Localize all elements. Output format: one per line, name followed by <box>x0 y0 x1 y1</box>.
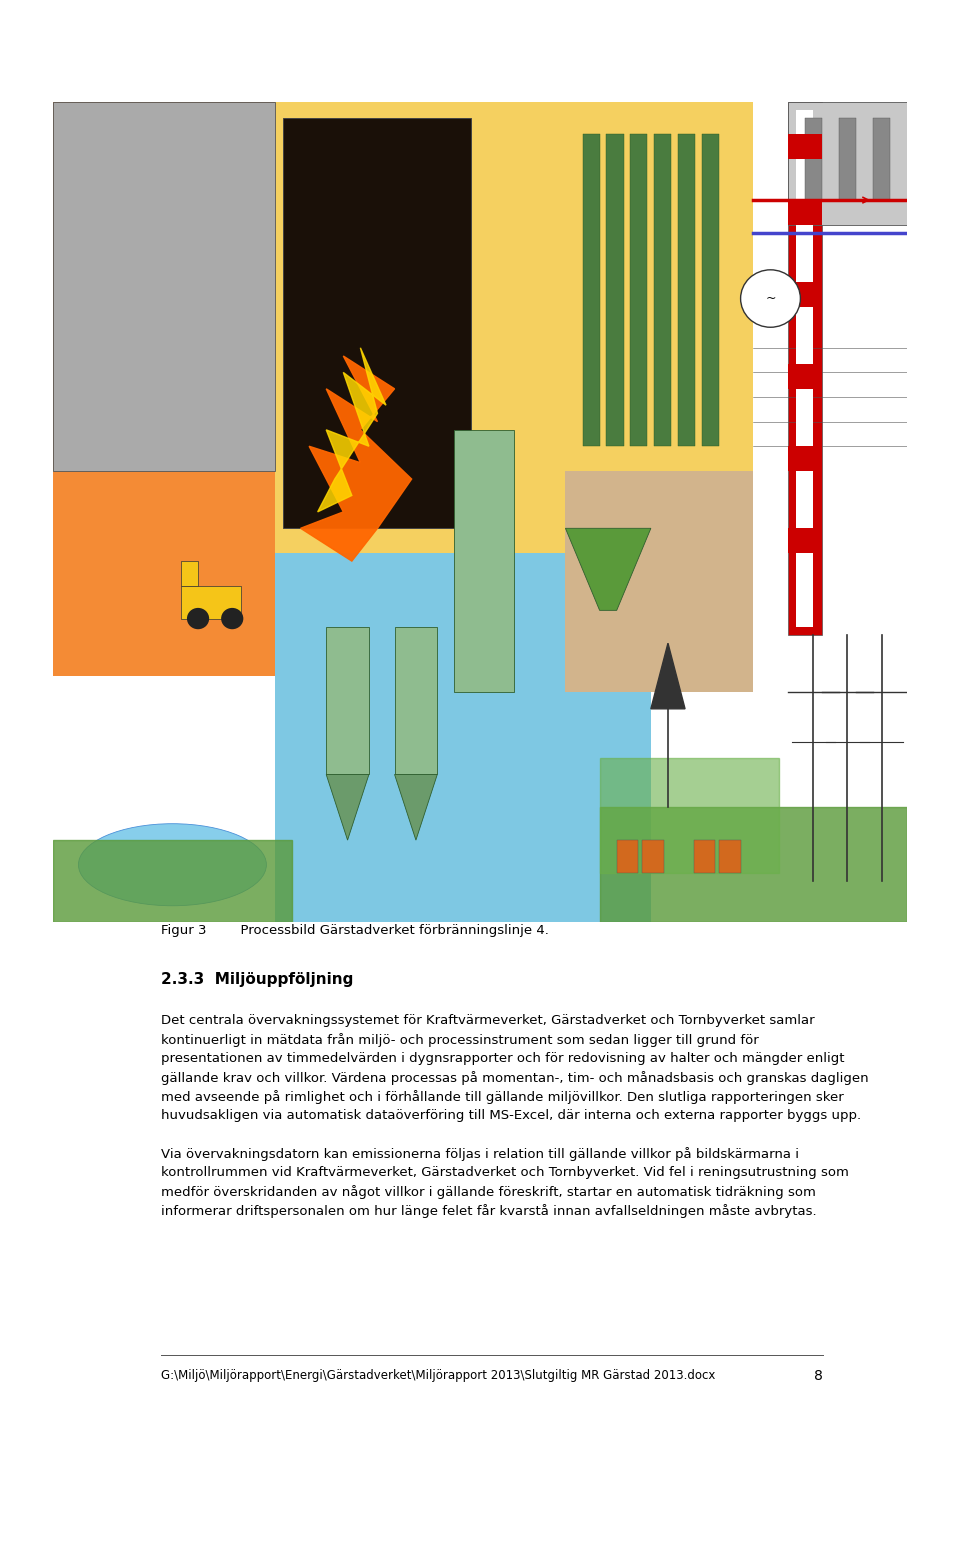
Text: med avseende på rimlighet och i förhållande till gällande miljövillkor. Den slut: med avseende på rimlighet och i förhålla… <box>161 1091 844 1105</box>
Polygon shape <box>180 586 241 619</box>
Circle shape <box>766 64 792 89</box>
Circle shape <box>187 608 209 630</box>
FancyBboxPatch shape <box>565 349 754 692</box>
Ellipse shape <box>79 824 266 905</box>
Text: gällande krav och villkor. Värdena processas på momentan-, tim- och månadsbasis : gällande krav och villkor. Värdena proce… <box>161 1071 869 1085</box>
Circle shape <box>789 45 821 75</box>
FancyBboxPatch shape <box>787 447 822 470</box>
Polygon shape <box>326 775 369 841</box>
Polygon shape <box>395 775 438 841</box>
FancyBboxPatch shape <box>53 102 522 675</box>
FancyBboxPatch shape <box>804 119 822 200</box>
Circle shape <box>436 42 456 63</box>
Text: G:\Miljö\Miljörapport\Energi\Gärstadverket\Miljörapport 2013\Slutgiltig MR Gärst: G:\Miljö\Miljörapport\Energi\Gärstadverk… <box>161 1369 715 1382</box>
Text: presentationen av timmedelvärden i dygnsrapporter och för redovisning av halter : presentationen av timmedelvärden i dygns… <box>161 1052 845 1066</box>
Text: 8: 8 <box>814 1369 823 1383</box>
Text: kontrollrummen vid Kraftvärmeverket, Gärstadverket och Tornbyverket. Vid fel i r: kontrollrummen vid Kraftvärmeverket, Gär… <box>161 1166 849 1180</box>
FancyBboxPatch shape <box>796 109 813 627</box>
FancyBboxPatch shape <box>607 134 624 447</box>
FancyBboxPatch shape <box>583 134 600 447</box>
Polygon shape <box>651 644 685 710</box>
Text: ~: ~ <box>765 292 776 305</box>
FancyBboxPatch shape <box>787 364 822 389</box>
FancyBboxPatch shape <box>275 102 651 675</box>
FancyBboxPatch shape <box>678 134 695 447</box>
FancyBboxPatch shape <box>326 627 369 775</box>
FancyBboxPatch shape <box>283 119 471 528</box>
Polygon shape <box>300 356 412 561</box>
FancyBboxPatch shape <box>642 841 663 872</box>
FancyBboxPatch shape <box>873 119 890 200</box>
FancyBboxPatch shape <box>275 553 651 922</box>
FancyBboxPatch shape <box>787 102 822 635</box>
Circle shape <box>221 608 243 630</box>
Text: Det centrala övervakningssystemet för Kraftvärmeverket, Gärstadverket och Tornby: Det centrala övervakningssystemet för Kr… <box>161 1014 814 1027</box>
FancyBboxPatch shape <box>53 102 275 470</box>
Text: Miljörapport Gärstadverket 2013: Miljörapport Gärstadverket 2013 <box>383 234 601 247</box>
FancyBboxPatch shape <box>719 841 740 872</box>
Circle shape <box>818 64 843 89</box>
Text: informerar driftspersonalen om hur länge felet får kvarstå innan avfallseldninge: informerar driftspersonalen om hur länge… <box>161 1205 817 1219</box>
FancyBboxPatch shape <box>787 281 822 306</box>
Polygon shape <box>600 807 907 922</box>
FancyBboxPatch shape <box>693 841 715 872</box>
Circle shape <box>740 270 801 327</box>
Text: Via övervakningsdatorn kan emissionerna följas i relation till gällande villkor : Via övervakningsdatorn kan emissionerna … <box>161 1147 799 1161</box>
Polygon shape <box>565 528 651 611</box>
FancyBboxPatch shape <box>702 134 719 447</box>
Text: medför överskridanden av något villkor i gällande föreskrift, startar en automat: medför överskridanden av något villkor i… <box>161 1185 816 1199</box>
Text: Figur 3        Processbild Gärstadverket förbränningslinje 4.: Figur 3 Processbild Gärstadverket förbrä… <box>161 924 549 938</box>
FancyBboxPatch shape <box>395 627 438 775</box>
FancyBboxPatch shape <box>565 102 754 470</box>
FancyBboxPatch shape <box>655 134 671 447</box>
FancyBboxPatch shape <box>616 841 638 872</box>
Text: 2.3.3  Miljöuppföljning: 2.3.3 Miljöuppföljning <box>161 972 353 988</box>
FancyBboxPatch shape <box>839 119 856 200</box>
Text: huvudsakligen via automatisk dataöverföring till MS-Excel, där interna och exter: huvudsakligen via automatisk dataöverför… <box>161 1110 861 1122</box>
Text: Tekniska verken i Linköping AB (publ): Tekniska verken i Linköping AB (publ) <box>368 219 616 231</box>
FancyBboxPatch shape <box>787 528 822 553</box>
FancyBboxPatch shape <box>631 134 647 447</box>
Text: kontinuerligt in mätdata från miljö- och processinstrument som sedan ligger till: kontinuerligt in mätdata från miljö- och… <box>161 1033 758 1047</box>
Polygon shape <box>53 841 292 922</box>
FancyBboxPatch shape <box>787 200 822 225</box>
FancyBboxPatch shape <box>454 430 515 692</box>
Polygon shape <box>318 349 386 513</box>
Polygon shape <box>600 758 780 872</box>
FancyBboxPatch shape <box>787 102 907 225</box>
FancyBboxPatch shape <box>787 134 822 159</box>
Polygon shape <box>180 561 198 586</box>
